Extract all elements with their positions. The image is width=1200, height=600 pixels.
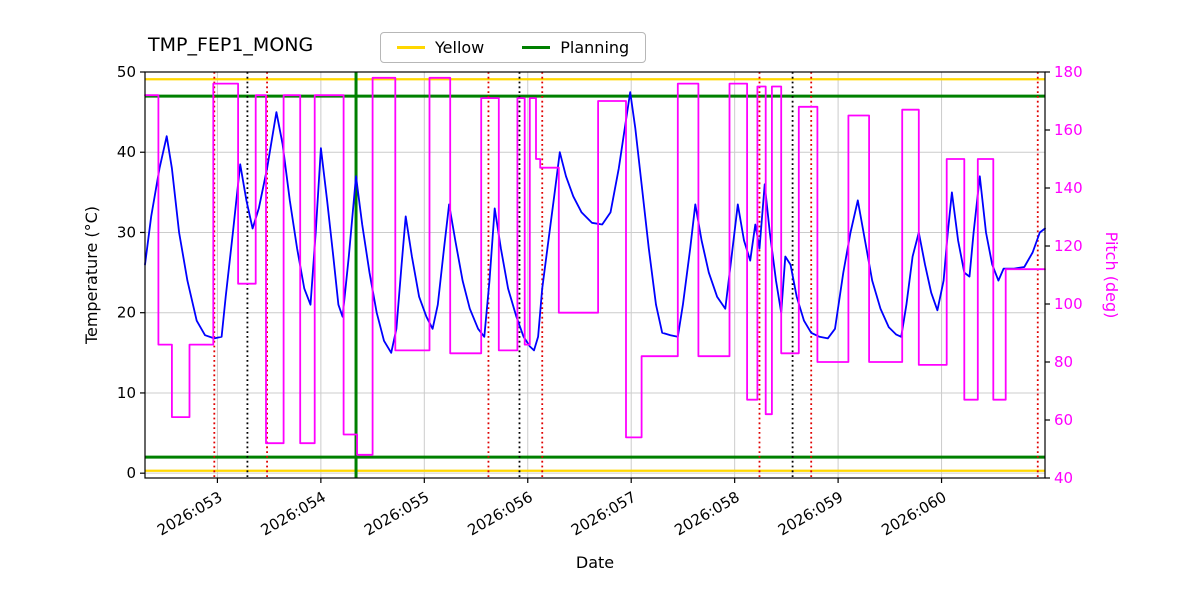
legend-item-planning: Planning xyxy=(522,38,629,57)
y-left-tick-label: 20 xyxy=(117,304,136,322)
x-ticks: 2026:053 2026:054 2026:055 2026:056 2026:057… xyxy=(154,478,950,540)
axis-titles: Temperature (°C) Pitch (deg) Date xyxy=(82,206,1121,572)
y-left-tick-label: 0 xyxy=(126,464,136,482)
legend-item-yellow: Yellow xyxy=(397,38,484,57)
legend: Yellow Planning xyxy=(380,32,647,63)
y-left-tick-label: 10 xyxy=(117,384,136,402)
y-left-tick-label: 50 xyxy=(117,63,136,81)
y-left-axis-label: Temperature (°C) xyxy=(82,206,101,345)
x-tick-label: 2026:060 xyxy=(878,488,949,540)
y-right-axis-label: Pitch (deg) xyxy=(1102,232,1121,319)
pitch-series xyxy=(144,76,1046,456)
y-right-tick-label: 140 xyxy=(1054,179,1083,197)
y-right-tick-label: 120 xyxy=(1054,237,1083,255)
y-right-tick-label: 60 xyxy=(1054,411,1073,429)
planning-line-swatch xyxy=(522,46,551,49)
x-tick-label: 2026:053 xyxy=(154,488,225,540)
x-tick-label: 2026:056 xyxy=(465,488,536,540)
y-right-tick-label: 100 xyxy=(1054,295,1083,313)
x-tick-label: 2026:054 xyxy=(258,488,329,540)
y-right-tick-label: 80 xyxy=(1054,353,1073,371)
y-left-tick-label: 30 xyxy=(117,223,136,241)
x-tick-label: 2026:058 xyxy=(671,488,742,540)
y-left-ticks: 0 10 20 30 40 50 xyxy=(117,63,145,482)
x-tick-label: 2026:057 xyxy=(568,488,639,540)
y-right-tick-label: 40 xyxy=(1054,469,1073,487)
y-right-ticks: 40 60 80 100 120 140 160 180 xyxy=(1045,63,1083,487)
y-left-tick-label: 40 xyxy=(117,143,136,161)
legend-label-yellow: Yellow xyxy=(435,38,485,57)
x-tick-label: 2026:059 xyxy=(775,488,846,540)
axes-spines xyxy=(144,71,1046,479)
y-right-tick-label: 180 xyxy=(1054,63,1083,81)
chart-title: TMP_FEP1_MONG xyxy=(148,34,314,56)
y-right-tick-label: 160 xyxy=(1054,121,1083,139)
yellow-line-swatch xyxy=(397,46,425,49)
x-axis-label: Date xyxy=(576,553,614,572)
temperature-series xyxy=(144,91,1046,354)
legend-label-planning: Planning xyxy=(560,38,630,57)
data-series xyxy=(144,76,1046,456)
x-tick-label: 2026:055 xyxy=(361,488,432,540)
